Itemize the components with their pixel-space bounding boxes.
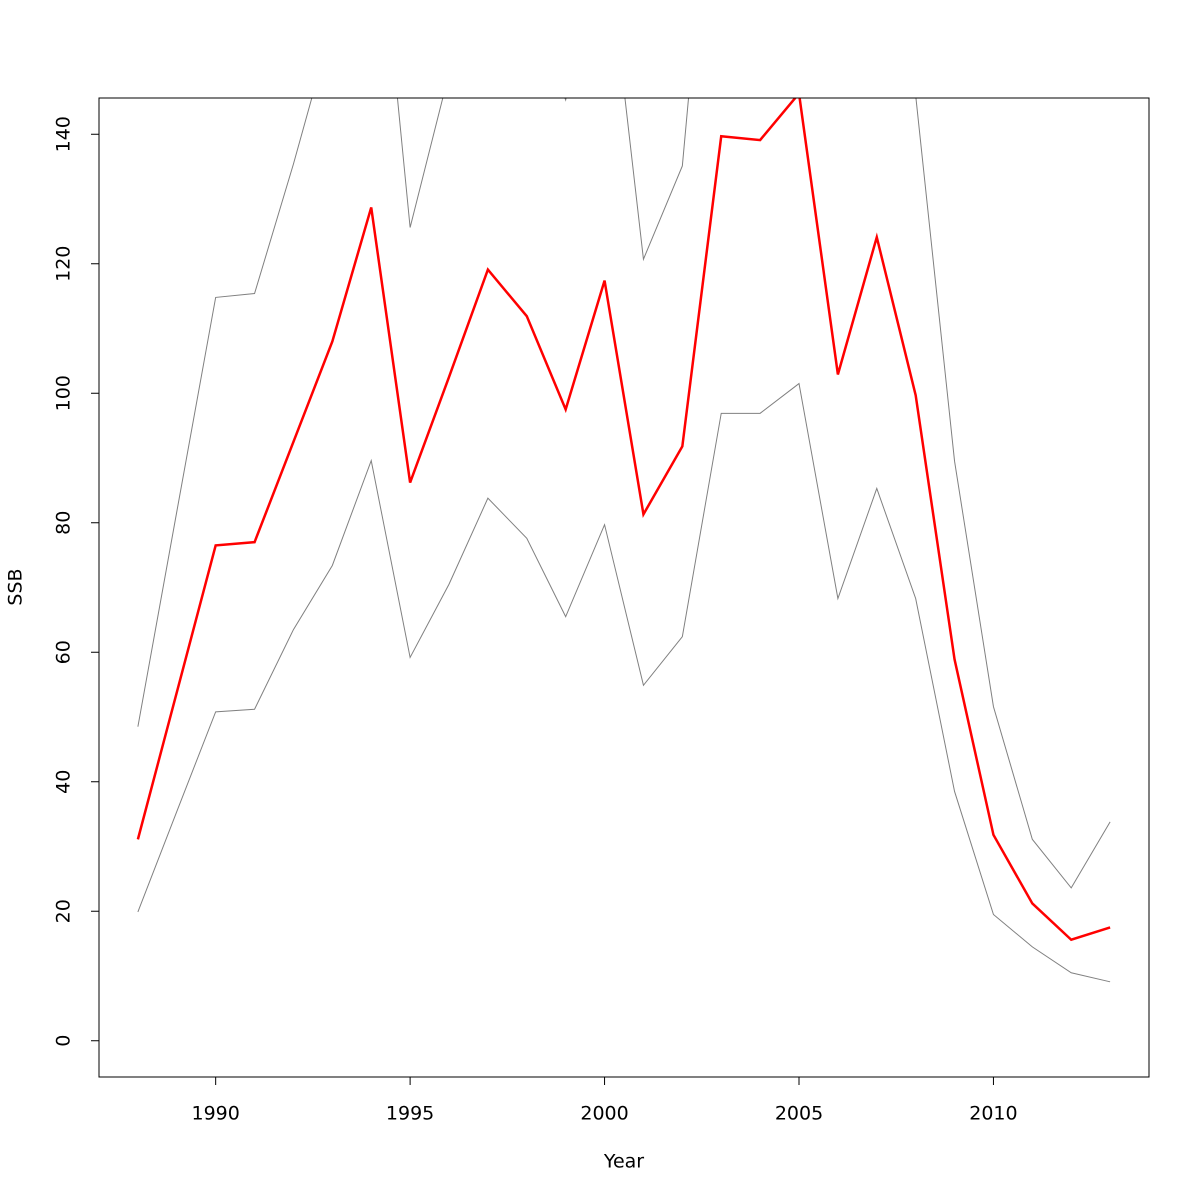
x-axis-label: Year	[603, 1151, 644, 1173]
x-tick-label: 1995	[386, 1103, 434, 1125]
y-tick-label: 40	[53, 770, 75, 794]
y-tick-label: 80	[53, 511, 75, 535]
x-tick-label: 2010	[969, 1103, 1017, 1125]
y-tick-label: 100	[53, 375, 75, 411]
y-tick-label: 140	[53, 116, 75, 152]
y-tick-label: 20	[53, 899, 75, 923]
x-tick-label: 2000	[580, 1103, 628, 1125]
y-axis-label: SSB	[5, 568, 27, 605]
x-tick-label: 1990	[191, 1103, 239, 1125]
series-line	[136, 98, 1111, 942]
y-tick-label: 120	[53, 246, 75, 282]
plot-box	[98, 97, 1150, 1078]
y-tick-label: 0	[53, 1035, 75, 1047]
x-tick-label: 2005	[775, 1103, 823, 1125]
plot-area	[136, 98, 1111, 983]
y-tick-label: 60	[53, 640, 75, 664]
series-line	[137, 382, 1111, 983]
series-line	[137, 98, 1111, 889]
